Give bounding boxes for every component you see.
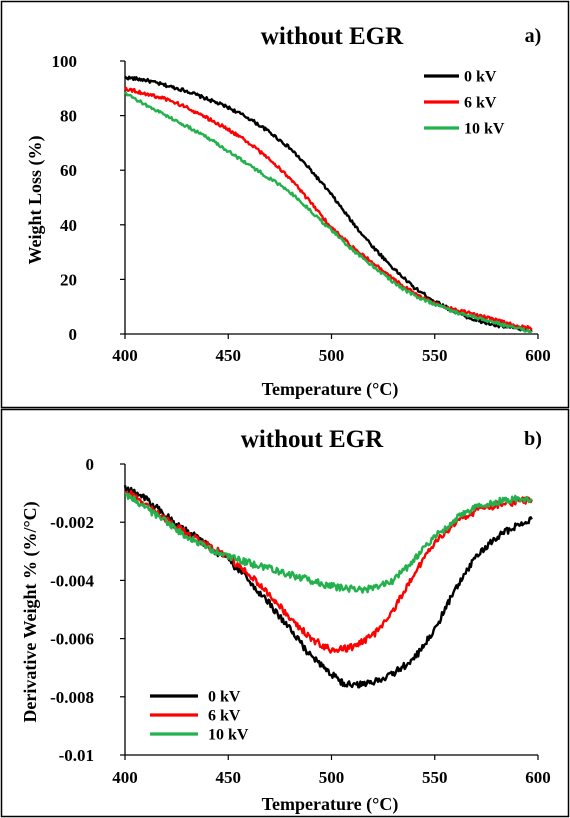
panel-b-y-tick-label: 0 [86, 455, 95, 474]
panel-a-y-tick-label: 100 [52, 52, 78, 71]
panel-a-y-tick-label: 40 [60, 216, 77, 235]
panel-b-legend-label: 6 kV [208, 708, 241, 725]
panel-a-series-6kv-line [123, 86, 533, 331]
panel-a-tag: a) [525, 25, 542, 47]
panel-a-x-tick-label: 400 [112, 346, 138, 365]
panel-b-x-tick-label: 500 [319, 768, 345, 787]
panel-a-title: without EGR [261, 23, 404, 50]
panel-b-tag: b) [524, 428, 542, 450]
panel-a-y-tick-label: 80 [60, 107, 77, 126]
panel-b-legend-label: 10 kV [208, 727, 249, 744]
panel-a-y-axis-label: Weight Loss (%) [25, 135, 46, 264]
panel-a-x-tick-label: 450 [216, 346, 242, 365]
panel-a-x-tick-label: 500 [319, 346, 345, 365]
panel-a-frame [0, 0, 570, 409]
panel-b-x-tick-label: 400 [112, 768, 138, 787]
panel-a-legend-label: 6 kV [464, 95, 497, 112]
panel-a-legend-label: 0 kV [464, 69, 497, 86]
panel-b-x-tick-label: 600 [525, 768, 551, 787]
panel-b-y-tick-label: -0.004 [50, 571, 94, 590]
panel-b-x-tick-label: 550 [422, 768, 448, 787]
panel-b-series-10kv-line [124, 492, 533, 594]
panel-a-y-tick-label: 20 [60, 270, 77, 289]
panel-b-x-tick-label: 450 [216, 768, 242, 787]
panel-a-x-tick-label: 600 [525, 346, 551, 365]
panel-a-y-tick-label: 60 [60, 161, 77, 180]
panel-a-x-tick-label: 550 [422, 346, 448, 365]
panel-b-series-6kv-line [124, 489, 533, 654]
panel-a-series-10kv-line [124, 91, 533, 333]
panel-b-y-tick-label: -0.01 [59, 746, 94, 765]
panel-b-title: without EGR [241, 426, 384, 453]
panel-b-x-axis-label: Temperature (°C) [262, 794, 399, 815]
panel-a-legend-label: 10 kV [464, 121, 505, 138]
panel-a-x-axis-label: Temperature (°C) [262, 379, 399, 400]
panel-b-frame [0, 408, 570, 818]
panel-b-y-tick-label: -0.006 [50, 630, 94, 649]
panel-b-y-tick-label: -0.008 [50, 688, 94, 707]
panel-b-legend-label: 0 kV [208, 689, 241, 706]
panel-b-y-axis-label: Derivative Weight % (%/°C) [20, 501, 41, 722]
panel-b-series-0kv-line [123, 485, 533, 689]
panel-a-y-tick-label: 0 [69, 325, 78, 344]
panel-b-y-tick-label: -0.002 [50, 513, 94, 532]
panel-a-series-0kv-line [124, 75, 533, 333]
